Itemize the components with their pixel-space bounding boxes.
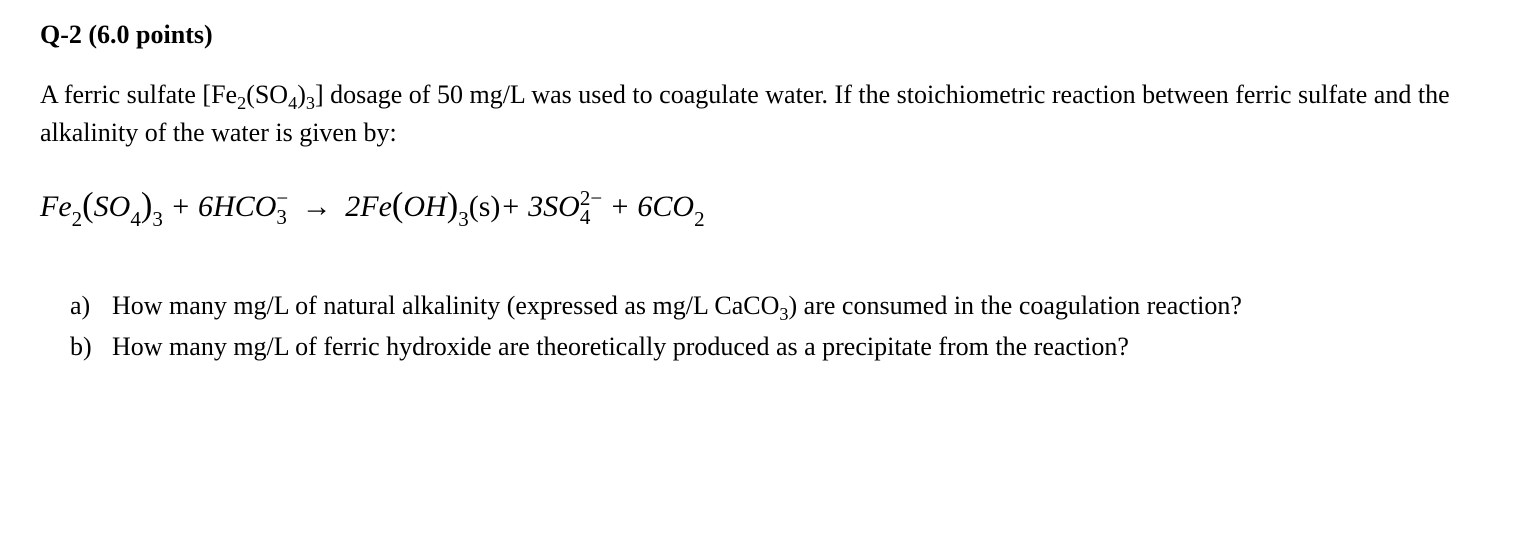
part-a-text-start: How many mg/L of natural alkalinity (exp…: [112, 291, 779, 320]
eq-so1: SO: [94, 190, 131, 223]
eq-state: (s): [469, 190, 501, 223]
part-a-text: How many mg/L of natural alkalinity (exp…: [112, 289, 1488, 327]
statement-sub3: 3: [306, 93, 315, 113]
question-points: (6.0 points): [88, 20, 212, 49]
part-b-label: b): [70, 330, 112, 364]
eq-lparen2: (: [392, 186, 404, 224]
part-a: a) How many mg/L of natural alkalinity (…: [70, 289, 1488, 327]
eq-so2: SO: [543, 190, 580, 223]
statement-mid2: ): [297, 80, 306, 109]
eq-plus1: + 6: [163, 190, 213, 223]
eq-plus3: + 6: [602, 190, 652, 223]
eq-feoh: Fe: [360, 190, 392, 223]
eq-plus2: + 3: [500, 190, 543, 223]
eq-lparen1: (: [82, 186, 94, 224]
statement-sub2: 4: [288, 93, 297, 113]
eq-rparen1: ): [141, 186, 153, 224]
eq-sub3a: 3: [152, 207, 163, 231]
eq-hco-charge: −3: [276, 189, 288, 227]
eq-rparen2: ): [447, 186, 459, 224]
eq-arrow: →: [296, 190, 338, 223]
question-number: Q-2: [40, 20, 82, 49]
part-b: b) How many mg/L of ferric hydroxide are…: [70, 330, 1488, 364]
question-parts: a) How many mg/L of natural alkalinity (…: [40, 289, 1488, 365]
chemical-equation: Fe2(SO4)3 + 6HCO−3 → 2Fe(OH)3(s)+ 3SO2−4…: [40, 186, 1488, 229]
eq-co2: CO: [652, 190, 694, 223]
statement-intro: A ferric sulfate [Fe: [40, 80, 237, 109]
eq-sub3b: 3: [458, 207, 469, 231]
problem-statement: A ferric sulfate [Fe2(SO4)3] dosage of 5…: [40, 78, 1488, 150]
question-header: Q-2 (6.0 points): [40, 20, 1488, 50]
eq-sub2b: 2: [694, 207, 705, 231]
eq-sub2a: 2: [72, 207, 83, 231]
part-a-label: a): [70, 289, 112, 327]
part-b-text: How many mg/L of ferric hydroxide are th…: [112, 330, 1488, 364]
part-a-sub: 3: [779, 304, 788, 324]
eq-two: 2: [338, 190, 361, 223]
statement-sub1: 2: [237, 93, 246, 113]
statement-mid1: (SO: [246, 80, 288, 109]
eq-hco: HCO: [213, 190, 276, 223]
eq-sub4a: 4: [130, 207, 141, 231]
eq-oh: OH: [403, 190, 446, 223]
eq-so4-charge: 2−4: [580, 189, 602, 227]
part-a-text-end: ) are consumed in the coagulation reacti…: [789, 291, 1242, 320]
eq-fe: Fe: [40, 190, 72, 223]
